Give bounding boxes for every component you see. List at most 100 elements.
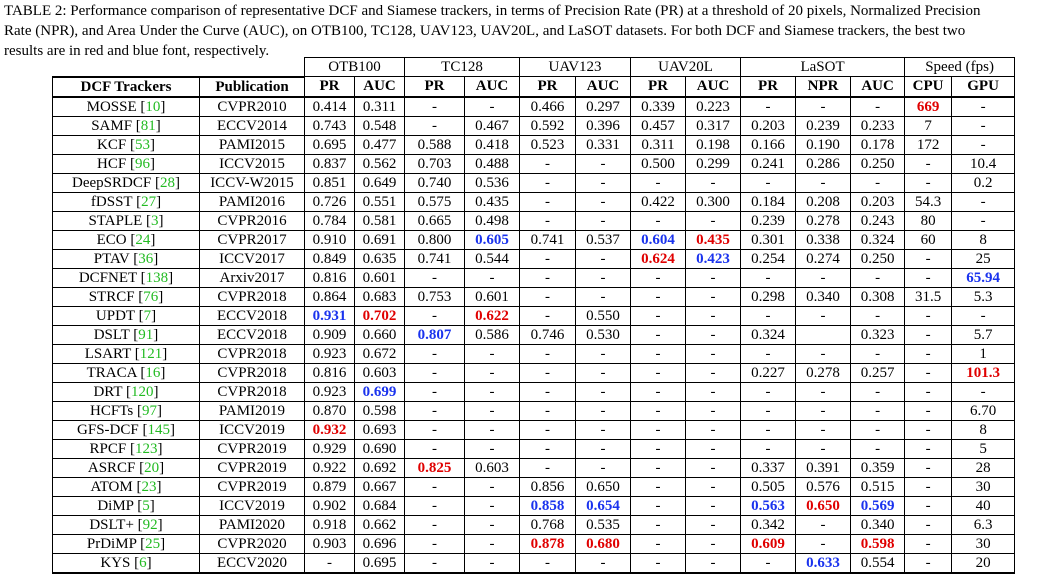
citation-link[interactable]: 97 bbox=[141, 402, 157, 419]
tracker-name-cell: fDSST [27] bbox=[52, 192, 200, 212]
metric-cell: 0.569 bbox=[850, 496, 906, 516]
metric-cell: 8 bbox=[951, 420, 1016, 440]
citation-link[interactable]: 81 bbox=[140, 117, 156, 134]
metric-cell: 0.550 bbox=[575, 306, 632, 326]
citation-link[interactable]: 27 bbox=[141, 193, 157, 210]
tracker-name: UPDT bbox=[95, 307, 135, 324]
citation-link[interactable]: 123 bbox=[134, 440, 158, 457]
metric-cell: 25 bbox=[951, 249, 1016, 269]
metric-cell: - bbox=[463, 344, 521, 364]
metric-cell: - bbox=[463, 534, 521, 554]
metric-cell: 0.851 bbox=[304, 173, 355, 193]
tracker-name: TRACA bbox=[86, 364, 137, 381]
metric-cell: - bbox=[575, 553, 632, 574]
column-header-auc: AUC bbox=[354, 76, 405, 98]
citation-link[interactable]: 145 bbox=[147, 421, 170, 438]
metric-cell: - bbox=[740, 344, 797, 364]
metric-cell: 30 bbox=[951, 534, 1016, 554]
group-header-lasot: LaSOT bbox=[740, 57, 906, 77]
metric-cell: 0.278 bbox=[795, 211, 852, 231]
metric-cell: 0.396 bbox=[575, 116, 632, 136]
citation-link[interactable]: 91 bbox=[138, 326, 154, 343]
metric-cell: - bbox=[630, 211, 687, 231]
metric-cell: - bbox=[575, 154, 632, 174]
performance-table: OTB100 TC128 UAV123 UAV20L LaSOT Speed (fps) … bbox=[52, 57, 1016, 574]
citation-link[interactable]: 10 bbox=[145, 98, 161, 115]
citation-link[interactable]: 121 bbox=[139, 345, 163, 362]
table-row: DSLT+ [92] PAMI2020 0.918 0.662- -0.768 0.535… bbox=[52, 515, 1016, 535]
tracker-name: PTAV bbox=[93, 250, 130, 267]
tracker-name-cell: SAMF [81] bbox=[52, 116, 200, 136]
citation-link[interactable]: 20 bbox=[144, 459, 160, 476]
metric-cell: - bbox=[951, 211, 1016, 231]
metric-cell: 6.70 bbox=[951, 401, 1016, 421]
tracker-name-cell: PrDiMP [25] bbox=[52, 534, 200, 554]
citation-link[interactable]: 7 bbox=[143, 307, 152, 324]
metric-cell: 0.691 bbox=[354, 230, 405, 250]
table-row: DCFNET [138] Arxiv2017 0.816 0.601- - - - - - - - -… bbox=[52, 268, 1016, 288]
metric-cell: - bbox=[795, 420, 852, 440]
group-header-uav20l: UAV20L bbox=[630, 57, 742, 77]
table-row: PrDiMP [25] CVPR2020 0.903 0.696- -0.878 0.68… bbox=[52, 534, 1016, 554]
citation-link[interactable]: 3 bbox=[151, 212, 159, 229]
metric-cell: - bbox=[685, 515, 742, 535]
metric-cell: - bbox=[463, 477, 521, 497]
citation-link[interactable]: 36 bbox=[138, 250, 154, 267]
metric-cell: - bbox=[795, 344, 852, 364]
column-header-auc: AUC bbox=[575, 76, 632, 98]
publication-cell: ECCV2018 bbox=[199, 306, 305, 326]
citation-link[interactable]: 28 bbox=[159, 174, 175, 191]
metric-cell: - bbox=[575, 268, 632, 288]
metric-cell: 0.337 bbox=[740, 458, 797, 478]
metric-cell: 0.695 bbox=[304, 135, 355, 155]
metric-cell: 0.603 bbox=[354, 363, 405, 383]
tracker-name: STAPLE bbox=[88, 212, 143, 229]
metric-cell: 0.931 bbox=[304, 306, 355, 326]
metric-cell: - bbox=[685, 401, 742, 421]
metric-cell: - bbox=[404, 515, 465, 535]
publication-cell: PAMI2016 bbox=[199, 192, 305, 212]
citation-link[interactable]: 138 bbox=[145, 269, 169, 286]
metric-cell: - bbox=[630, 287, 687, 307]
citation-link[interactable]: 23 bbox=[141, 478, 157, 495]
citation-link[interactable]: 6 bbox=[139, 554, 147, 571]
metric-cell: 7 bbox=[904, 116, 953, 136]
metric-cell: - bbox=[740, 439, 797, 459]
caption-line-2: Rate (NPR), and Area Under the Curve (AU… bbox=[4, 23, 966, 39]
metric-cell: - bbox=[630, 553, 687, 574]
citation-link[interactable]: 96 bbox=[134, 155, 150, 172]
metric-cell: 0.477 bbox=[354, 135, 405, 155]
metric-cell: 1 bbox=[951, 344, 1016, 364]
metric-cell: 0.692 bbox=[354, 458, 405, 478]
metric-cell: - bbox=[463, 268, 521, 288]
metric-cell: 0.208 bbox=[795, 192, 852, 212]
metric-cell: 0.695 bbox=[354, 553, 405, 574]
metric-cell: 0.879 bbox=[304, 477, 355, 497]
metric-cell: - bbox=[630, 344, 687, 364]
metric-cell: 0.297 bbox=[575, 96, 632, 117]
metric-cell: 0.301 bbox=[740, 230, 797, 250]
citation-link[interactable]: 25 bbox=[145, 535, 161, 552]
citation-link[interactable]: 76 bbox=[143, 288, 159, 305]
column-header-pr: PR bbox=[404, 76, 465, 98]
metric-cell: - bbox=[404, 401, 465, 421]
metric-cell: 0.800 bbox=[404, 230, 465, 250]
metric-cell: 0.598 bbox=[354, 401, 405, 421]
citation-link[interactable]: 16 bbox=[145, 364, 161, 381]
metric-cell: - bbox=[404, 306, 465, 326]
metric-cell: 0.166 bbox=[740, 135, 797, 155]
metric-cell: - bbox=[685, 287, 742, 307]
citation-link[interactable]: 120 bbox=[131, 383, 154, 400]
table-caption: TABLE 2: Performance comparison of repre… bbox=[4, 1, 1052, 61]
citation-link[interactable]: 53 bbox=[134, 136, 150, 153]
citation-link[interactable]: 5 bbox=[142, 497, 150, 514]
metric-cell: 0.299 bbox=[685, 154, 742, 174]
column-header-auc: AUC bbox=[850, 76, 906, 98]
citation-link[interactable]: 24 bbox=[135, 231, 151, 248]
column-header-pr: PR bbox=[304, 76, 355, 98]
metric-cell: - bbox=[795, 439, 852, 459]
metric-cell: 0.662 bbox=[354, 515, 405, 535]
tracker-name: RPCF bbox=[89, 440, 127, 457]
citation-link[interactable]: 92 bbox=[142, 516, 158, 533]
column-header-dcf-trackers: DCF Trackers bbox=[52, 75, 200, 98]
